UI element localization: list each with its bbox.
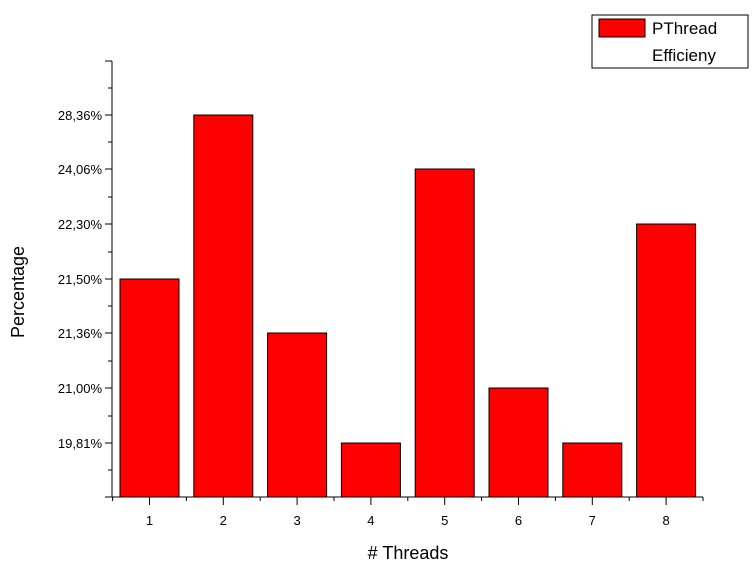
legend-label-line-1: PThread	[652, 19, 717, 38]
x-tick-label: 4	[367, 513, 374, 528]
bar-thread-1	[119, 278, 180, 498]
y-axis-title: Percentage	[8, 246, 28, 338]
y-tick-label: 24,06%	[58, 162, 103, 177]
y-tick-label: 21,00%	[58, 381, 103, 396]
bars-group	[119, 114, 697, 498]
legend-label-line-2: Efficieny	[652, 46, 716, 65]
legend-swatch	[598, 18, 646, 38]
y-axis: 19,81% 21,00% 21,36% 21,50% 22,30% 24,06% 28,3…	[58, 60, 113, 498]
bar-thread-5	[414, 168, 475, 498]
bar-thread-3	[267, 332, 328, 498]
bar-thread-8	[636, 223, 697, 498]
y-tick-label: 19,81%	[58, 436, 103, 451]
bar-thread-7	[562, 442, 623, 498]
x-tick-label: 6	[515, 513, 522, 528]
y-tick-label: 28,36%	[58, 108, 103, 123]
x-tick-label: 2	[220, 513, 227, 528]
x-axis-title: # Threads	[368, 543, 449, 563]
legend: PThread Efficieny	[591, 14, 749, 69]
y-tick-label: 21,36%	[58, 326, 103, 341]
x-tick-label: 7	[589, 513, 596, 528]
bar-thread-2	[193, 114, 254, 498]
x-tick-label: 5	[441, 513, 448, 528]
x-tick-label: 3	[293, 513, 300, 528]
x-tick-label: 1	[146, 513, 153, 528]
bar-thread-4	[340, 442, 401, 498]
x-tick-label: 8	[662, 513, 669, 528]
y-tick-label: 21,50%	[58, 272, 103, 287]
x-axis: 1 2 3 4 5 6 7 8	[112, 496, 704, 528]
bar-thread-6	[488, 387, 549, 498]
y-tick-label: 22,30%	[58, 217, 103, 232]
